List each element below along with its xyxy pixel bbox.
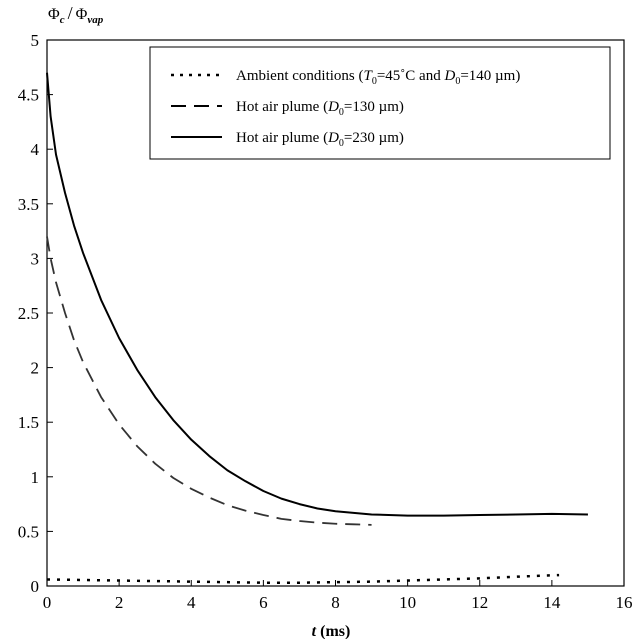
legend: Ambient conditions (T0=45˚C and D0=140 µ… [149,46,611,160]
y-tick-label: 2 [31,359,40,378]
x-tick-label: 14 [543,593,561,612]
y-tick-label: 4 [31,140,40,159]
series-d130-line [46,236,372,526]
x-tick-label: 2 [115,593,124,612]
x-tick-label: 12 [471,593,488,612]
y-tick-label: 1 [31,468,40,487]
y-tick-label: 2.5 [18,304,39,323]
x-tick-label: 6 [259,593,268,612]
legend-box [149,46,611,160]
y-tick-label: 3 [31,249,40,268]
x-tick-label: 4 [187,593,196,612]
y-tick-label: 4.5 [18,86,39,105]
series-ambient-line [46,573,560,584]
y-tick-label: 5 [31,31,40,50]
legend-label-d230: Hot air plume (D0=230 µm) [236,130,404,149]
y-axis-label: Φc / Φvap [48,3,104,26]
y-tick-label: 1.5 [18,413,39,432]
x-axis-label: t (ms) [312,623,351,639]
y-tick-label: 0.5 [18,522,39,541]
y-tick-label: 0 [31,577,40,596]
series-d230-line [46,72,588,517]
y-tick-label: 3.5 [18,195,39,214]
x-tick-label: 8 [331,593,340,612]
legend-label-ambient: Ambient conditions (T0=45˚C and D0=140 µ… [236,68,520,87]
x-tick-label: 16 [616,593,633,612]
x-tick-label: 10 [399,593,416,612]
legend-label-d130: Hot air plume (D0=130 µm) [236,99,404,118]
x-tick-label: 0 [43,593,52,612]
